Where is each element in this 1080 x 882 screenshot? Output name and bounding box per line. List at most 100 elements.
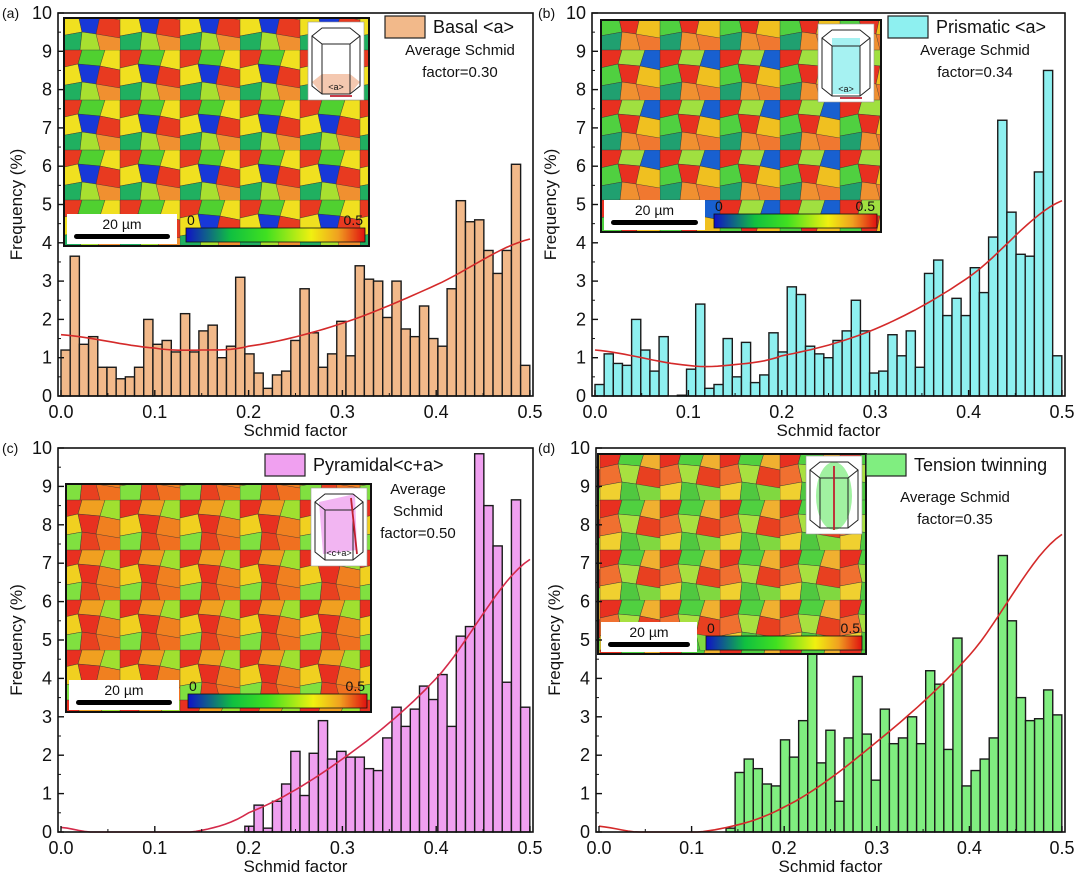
histogram-bar <box>501 681 513 833</box>
histogram-bar <box>713 383 724 397</box>
histogram-bar <box>621 364 633 397</box>
chart-panel: 20 µm 0 0.5 <a> 0 1 2 3 4 5 6 7 8 9 10 0.0 0.1 0.2 0.3 0.4 0… <box>538 3 1075 440</box>
histogram-bar <box>969 266 981 397</box>
histogram-bars <box>60 163 531 397</box>
y-tick-label: 6 <box>42 156 52 176</box>
histogram-bar <box>658 335 669 397</box>
histogram-bar <box>722 337 733 397</box>
histogram-bar <box>777 351 788 397</box>
scale-bar <box>74 234 170 239</box>
legend: Pyramidal<c+a> <box>264 453 444 477</box>
y-tick-label: 2 <box>42 309 52 329</box>
histogram-bar <box>510 163 522 397</box>
y-tick-label: 8 <box>42 515 52 535</box>
histogram-bar <box>1024 719 1036 833</box>
histogram-bar <box>483 504 494 833</box>
scale-bar-label: 20 µm <box>635 202 674 218</box>
histogram-bar <box>207 324 218 397</box>
x-tick-label: 0.5 <box>1049 838 1074 858</box>
crystal-outline <box>314 493 364 561</box>
histogram-bar <box>897 737 909 833</box>
scale-bar-label: 20 µm <box>104 682 143 698</box>
x-axis-label: Schmid factor <box>244 857 348 876</box>
histogram-bar <box>106 366 117 397</box>
y-tick-label: 5 <box>580 630 590 650</box>
x-tick-label: 0.3 <box>863 402 888 422</box>
histogram-bar <box>216 357 228 397</box>
x-tick-label: 0.0 <box>586 838 611 858</box>
scale-bar-label: 20 µm <box>102 216 141 232</box>
panel-label: (b) <box>538 5 555 21</box>
histogram-bar <box>612 362 624 397</box>
histogram-bar <box>280 783 292 833</box>
histogram-bar <box>437 345 448 397</box>
histogram-bar <box>446 725 457 833</box>
y-axis-label: Frequency (%) <box>541 149 560 260</box>
y-tick-label: 8 <box>42 80 52 100</box>
y-axis-label: Frequency (%) <box>545 584 564 695</box>
ebsd-inset: 20 µm 0 0.5 <c+a> <box>65 483 372 713</box>
legend-label: Prismatic <a> <box>936 17 1046 37</box>
y-tick-label: 1 <box>42 348 52 368</box>
histogram-bar <box>345 355 356 397</box>
legend-label: Basal <a> <box>433 17 514 37</box>
histogram-bar <box>961 785 972 833</box>
histogram-bar <box>878 370 889 397</box>
histogram-bar <box>779 739 791 833</box>
hcp-crystal-icon: <a> <box>307 21 365 101</box>
x-tick-label: 0.2 <box>769 402 794 422</box>
legend-swatch <box>865 453 907 477</box>
histogram-bar <box>843 737 854 833</box>
histogram-bar <box>519 364 531 397</box>
histogram-bar <box>446 288 457 397</box>
hcp-crystal-icon: <a> <box>817 23 875 103</box>
histogram-bar <box>290 339 301 397</box>
histogram-bar <box>1015 253 1026 397</box>
x-axis-label: Schmid factor <box>777 421 881 440</box>
histogram-bar <box>262 387 274 397</box>
histogram-bar <box>455 199 467 397</box>
burgers-vector-arrow <box>350 497 358 555</box>
histogram-bar <box>437 673 448 833</box>
y-tick-label: 9 <box>580 476 590 496</box>
histogram-bar <box>483 249 494 397</box>
colorbar <box>185 227 366 243</box>
panel-label: (c) <box>2 440 18 456</box>
histogram-bar <box>427 698 439 833</box>
histogram-bar <box>473 453 485 833</box>
panel-label: (d) <box>538 440 555 456</box>
histogram-bar <box>124 376 136 397</box>
y-tick-label: 8 <box>576 80 586 100</box>
y-tick-label: 1 <box>580 784 590 804</box>
histogram-bar <box>906 716 918 833</box>
legend: Tension twinning <box>865 453 1047 477</box>
average-schmid-annotation: factor=0.35 <box>917 511 992 528</box>
histogram-bar <box>391 706 402 833</box>
average-schmid-annotation: factor=0.50 <box>380 525 455 542</box>
y-tick-label: 1 <box>42 784 52 804</box>
x-tick-label: 0.1 <box>142 838 167 858</box>
histogram-bar <box>740 341 752 397</box>
histogram-bar <box>804 345 816 397</box>
histogram-bar <box>879 708 891 833</box>
average-schmid-annotation: factor=0.34 <box>937 64 1012 81</box>
x-axis-label: Schmid factor <box>244 421 348 440</box>
y-axis-label: Frequency (%) <box>7 149 26 260</box>
histogram-bar <box>979 758 990 833</box>
colorbar-min-label: 0 <box>715 198 723 214</box>
fit-curve <box>594 199 1063 368</box>
histogram-bar <box>317 366 329 397</box>
histogram-bar <box>640 349 651 397</box>
x-tick-label: 0.5 <box>517 838 542 858</box>
histogram-bar <box>1051 355 1063 397</box>
x-tick-label: 0.4 <box>957 838 982 858</box>
y-tick-label: 4 <box>576 233 586 253</box>
crystal-label: <a> <box>328 82 344 92</box>
histogram-bar <box>888 742 900 833</box>
histogram-bar <box>78 343 90 397</box>
scale-bar-label: 20 µm <box>629 624 668 640</box>
histogram-bar <box>179 312 191 397</box>
panel-label: (a) <box>2 5 19 21</box>
x-tick-label: 0.1 <box>142 402 167 422</box>
legend: Prismatic <a> <box>887 15 1046 39</box>
